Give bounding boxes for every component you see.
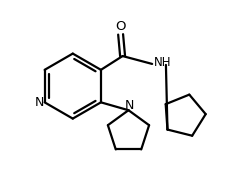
Text: N: N bbox=[125, 99, 134, 112]
Text: NH: NH bbox=[154, 56, 172, 69]
Text: N: N bbox=[35, 96, 44, 109]
Text: O: O bbox=[115, 20, 126, 33]
